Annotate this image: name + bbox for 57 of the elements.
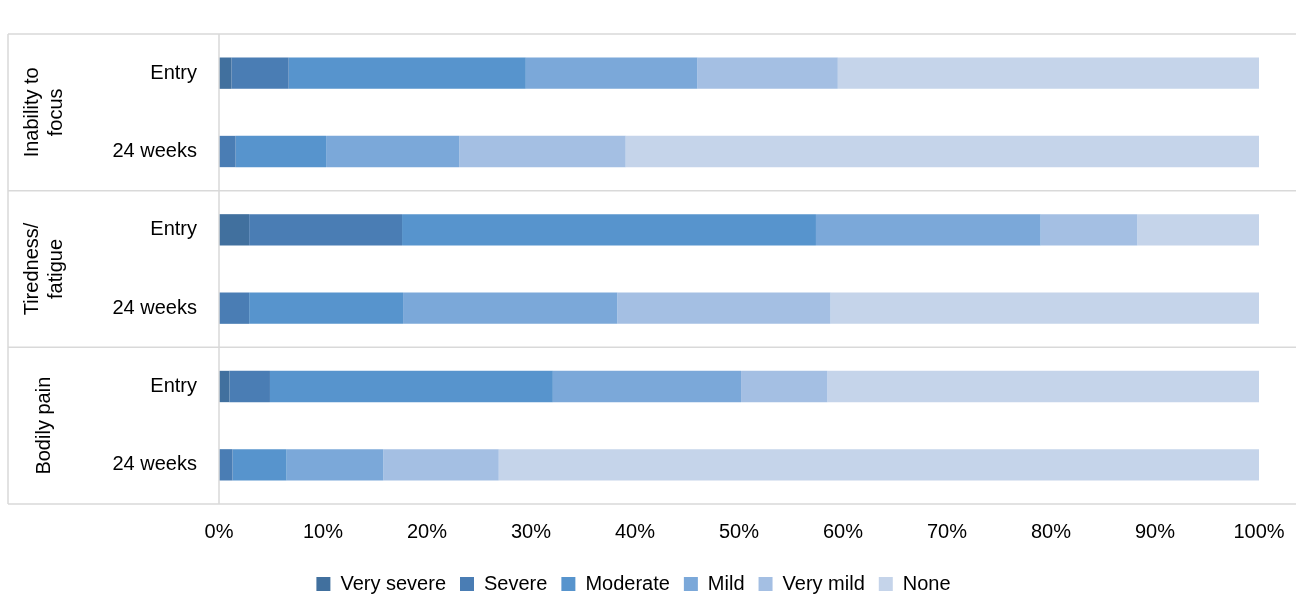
text: Tiredness/ fatigue	[19, 222, 66, 316]
y-tick-label: Entry	[150, 374, 197, 397]
x-tick-label: 60%	[822, 519, 864, 542]
legend-label: Severe	[484, 571, 548, 594]
x-tick-label: 100%	[1233, 519, 1285, 542]
text: Inability to focus	[19, 67, 66, 158]
y-tick-label: Entry	[150, 60, 197, 83]
bar	[525, 57, 698, 89]
legend-label: Very severe	[340, 571, 447, 594]
y-tick-label: 24 weeks	[112, 295, 197, 318]
legend-label: None	[902, 571, 951, 594]
bar	[232, 449, 287, 481]
bar	[1137, 214, 1259, 246]
bar	[219, 214, 250, 246]
bar	[219, 449, 233, 481]
x-tick-label: 20%	[406, 519, 448, 542]
x-tick-label: 80%	[1030, 519, 1072, 542]
x-tick-label: 70%	[926, 519, 968, 542]
x-tick-label: 30%	[510, 519, 552, 542]
bar	[219, 292, 250, 324]
bar	[403, 292, 618, 324]
bar	[249, 214, 403, 246]
bar	[697, 57, 838, 89]
bar	[269, 370, 553, 403]
bar	[383, 449, 499, 481]
bar	[827, 370, 1259, 403]
x-tick-label: 90%	[1134, 519, 1176, 542]
legend-label: Moderate	[585, 571, 670, 594]
bar	[1040, 214, 1138, 246]
bar	[286, 449, 384, 481]
bar	[552, 370, 742, 403]
bar	[815, 214, 1041, 246]
x-tick-label: 0%	[204, 519, 234, 542]
bar	[617, 292, 831, 324]
bar	[219, 135, 236, 168]
bar	[837, 57, 1259, 89]
legend-label: Mild	[707, 571, 745, 594]
bar	[459, 135, 626, 168]
x-tick-label: 40%	[614, 519, 656, 542]
y-tick-label: 24 weeks	[112, 452, 197, 475]
text: Bodily pain	[31, 376, 54, 475]
bar	[498, 449, 1259, 481]
bar	[830, 292, 1259, 324]
bar	[235, 135, 327, 168]
y-tick-label: 24 weeks	[112, 139, 197, 162]
legend-label: Very mild	[782, 571, 865, 594]
bar	[249, 292, 404, 324]
bar	[288, 57, 526, 89]
x-tick-label: 50%	[718, 519, 760, 542]
bar	[231, 57, 289, 89]
bar	[741, 370, 828, 403]
x-tick-label: 10%	[302, 519, 344, 542]
bar	[326, 135, 460, 168]
bar	[625, 135, 1259, 168]
y-tick-label: Entry	[150, 217, 197, 240]
bar	[229, 370, 270, 403]
bar	[402, 214, 816, 246]
